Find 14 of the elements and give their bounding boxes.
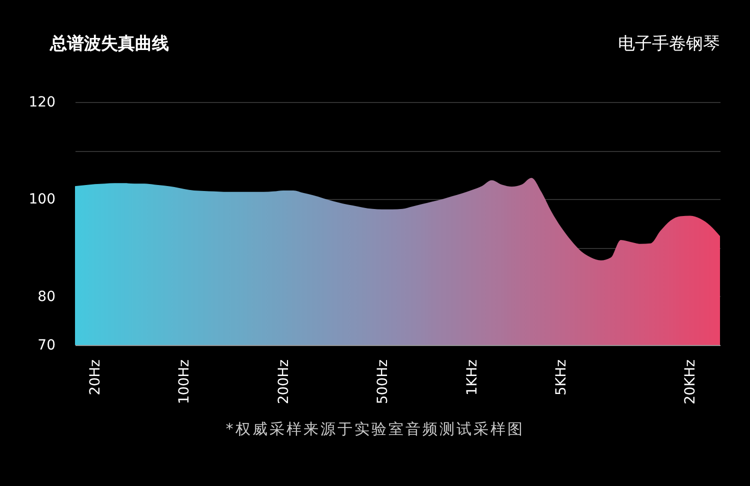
- chart-subtitle: 电子手卷钢琴: [618, 33, 720, 55]
- x-tick-label: 5KHz: [554, 360, 570, 396]
- x-tick-label: 100Hz: [176, 360, 193, 404]
- x-tick-label: 20KHz: [682, 360, 699, 404]
- x-tick-label: 200Hz: [276, 360, 292, 404]
- chart-title: 总谱波失真曲线: [50, 33, 169, 55]
- y-tick-label: 70: [38, 338, 56, 354]
- text: *权威采样来源于实验室音频测试采样图: [224, 420, 526, 439]
- y-tick-label: 100: [28, 192, 56, 208]
- x-tick-label: 20Hz: [87, 360, 104, 396]
- x-tick-label: 1KHz: [464, 360, 480, 396]
- x-tick-label: 500Hz: [375, 360, 392, 404]
- y-tick-label: 80: [38, 288, 56, 305]
- y-tick-label: 120: [28, 94, 56, 110]
